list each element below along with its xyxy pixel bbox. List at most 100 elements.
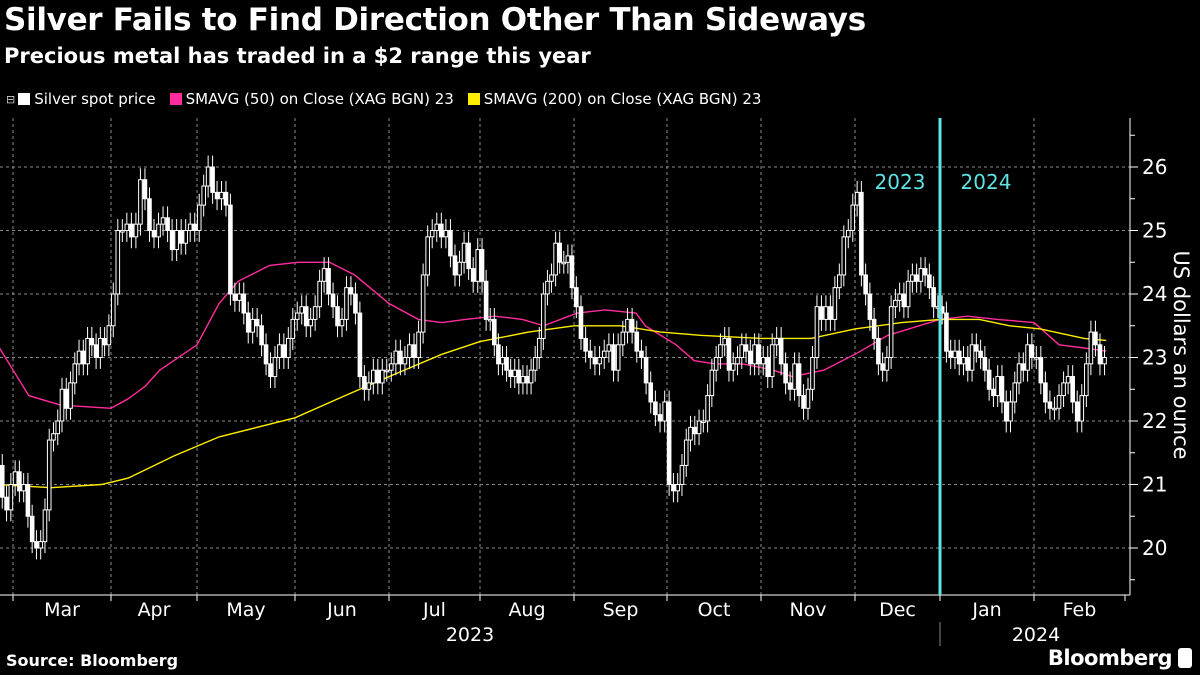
- candle-body: [692, 426, 698, 435]
- candle: [174, 219, 179, 261]
- candle: [169, 219, 175, 261]
- candle-body: [46, 439, 52, 511]
- candle: [466, 231, 471, 281]
- candle-body: [557, 242, 562, 263]
- candle: [574, 276, 579, 319]
- candle: [756, 333, 762, 376]
- candle: [8, 473, 14, 522]
- candle-body: [420, 274, 426, 333]
- candle-body: [439, 223, 444, 238]
- candle-body: [1003, 401, 1009, 422]
- candle-body: [578, 306, 584, 339]
- candle: [1102, 346, 1107, 376]
- candle-body: [81, 350, 86, 365]
- candle-body: [969, 344, 975, 371]
- candle-body: [760, 357, 766, 365]
- candle-body: [876, 337, 881, 365]
- candle: [42, 498, 48, 554]
- candle-body: [796, 363, 802, 397]
- candle: [51, 422, 56, 452]
- candle-body: [375, 369, 381, 384]
- candle-body: [978, 350, 983, 358]
- candle-body: [956, 350, 962, 365]
- candle: [705, 384, 710, 433]
- candle: [429, 219, 435, 249]
- candle-body: [178, 230, 184, 244]
- brand-name: Bloomberg: [1047, 646, 1173, 670]
- legend-label: SMAVG (50) on Close (XAG BGN) 23: [185, 90, 454, 108]
- candle: [671, 473, 676, 503]
- candle-body: [169, 230, 175, 251]
- candle-body: [263, 344, 269, 365]
- candle: [1088, 320, 1094, 376]
- candle: [969, 333, 975, 382]
- candle-body: [774, 337, 779, 346]
- candle-body: [884, 357, 890, 371]
- candle: [524, 365, 530, 395]
- candle: [918, 257, 924, 293]
- candle-body: [553, 242, 558, 276]
- candle-body: [752, 344, 757, 365]
- candle-body: [528, 369, 534, 384]
- candle: [944, 301, 949, 363]
- source-note: Source: Bloomberg: [6, 651, 179, 670]
- candle-body: [151, 230, 157, 238]
- candle-body: [245, 312, 251, 333]
- candle: [165, 206, 170, 242]
- candle-body: [888, 306, 894, 359]
- candle: [357, 301, 363, 388]
- candle-body: [629, 318, 635, 333]
- candle: [769, 333, 775, 388]
- candle: [321, 257, 327, 293]
- candle: [683, 428, 689, 477]
- candle: [241, 282, 247, 325]
- candle: [927, 263, 932, 300]
- candle-body: [29, 515, 35, 543]
- candle-body: [286, 337, 291, 359]
- candle-body: [931, 287, 936, 308]
- candle-body: [1033, 357, 1039, 360]
- candle-body: [859, 191, 864, 276]
- candle: [326, 257, 331, 306]
- candle-body: [536, 337, 542, 359]
- candle: [434, 212, 440, 242]
- candle: [196, 193, 202, 242]
- candle-body: [201, 185, 206, 206]
- candle-body: [801, 395, 806, 409]
- candle: [814, 295, 820, 369]
- candle-body: [133, 223, 139, 238]
- candle-body: [991, 388, 996, 397]
- candle: [897, 282, 902, 312]
- candle-body: [905, 280, 911, 308]
- candle: [250, 307, 255, 344]
- candle: [726, 327, 732, 382]
- candle: [142, 168, 148, 211]
- candle-body: [1074, 401, 1080, 422]
- candle: [102, 327, 107, 357]
- candle-body: [787, 382, 793, 390]
- candle: [425, 225, 430, 287]
- candle-body: [228, 204, 233, 295]
- candle-body: [89, 337, 95, 346]
- candle-body: [1029, 344, 1035, 358]
- candle: [286, 327, 291, 369]
- candle: [457, 250, 462, 287]
- candle: [914, 263, 919, 293]
- candle: [569, 244, 575, 300]
- y-tick-label: 22: [1142, 409, 1167, 433]
- candle-body: [705, 395, 710, 422]
- candle-body: [914, 274, 919, 282]
- candle-body: [1065, 376, 1071, 384]
- candle: [528, 358, 534, 395]
- candle: [615, 333, 621, 382]
- candle-body: [845, 230, 851, 238]
- candle: [512, 358, 518, 388]
- candle-body: [1061, 382, 1066, 397]
- candle: [106, 314, 112, 357]
- candle-body: [901, 293, 907, 308]
- legend-collapse-icon[interactable]: ⊟: [6, 92, 16, 106]
- candle-body: [98, 337, 103, 359]
- candle: [492, 307, 497, 357]
- candle-body: [982, 357, 988, 371]
- candle: [991, 377, 996, 408]
